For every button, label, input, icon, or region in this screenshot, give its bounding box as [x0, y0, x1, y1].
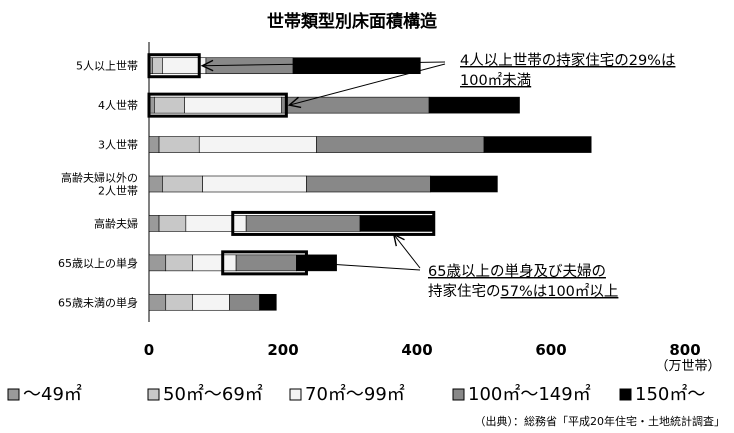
bar-segment	[184, 96, 282, 114]
arrow-line	[289, 63, 446, 106]
legend-swatch	[147, 388, 160, 401]
legend-label: 100㎡～149㎡	[468, 383, 591, 405]
bar-segment	[148, 136, 160, 153]
bar-segment	[148, 175, 163, 193]
arrow-line	[310, 262, 421, 271]
category-label: 4人世帯	[98, 99, 138, 112]
bar-segment	[316, 136, 485, 153]
bar-segment	[148, 215, 160, 232]
highlight-box	[147, 92, 288, 118]
bar-segment	[152, 57, 163, 75]
highlight-box	[221, 250, 308, 276]
bar-segment	[483, 136, 592, 153]
bar-segment	[235, 254, 297, 272]
legend-swatch	[452, 388, 465, 401]
arrow-head	[200, 59, 214, 72]
bar-segment	[162, 175, 203, 193]
bar-segment	[165, 293, 193, 311]
annotation-text: 100㎡未満	[460, 72, 531, 89]
bar-segment	[158, 215, 187, 232]
x-tick-label: 400	[401, 341, 432, 359]
bar-segment	[185, 215, 247, 232]
legend-label: 70㎡～99㎡	[305, 383, 405, 405]
arrow-line	[393, 234, 421, 269]
bar-segment	[359, 215, 435, 232]
highlight-box	[147, 53, 201, 79]
category-label: 65歳未満の単身	[58, 295, 138, 309]
arrow-line	[202, 61, 446, 67]
x-tick-labels: 0 200 400 600 800	[144, 341, 701, 359]
annotation-text: 持家住宅の57%は100㎡以上	[428, 283, 618, 300]
legend-swatch	[619, 388, 632, 401]
annotation-text: 65歳以上の単身及び夫婦の	[428, 263, 606, 280]
annotation-text: 4人以上世帯の持家住宅の29%は	[460, 52, 675, 69]
bar-segment	[281, 96, 430, 114]
category-label: 高齢夫婦以外の 2人世帯	[61, 171, 138, 198]
category-label: 3人世帯	[98, 139, 138, 152]
category-label: 5人以上世帯	[76, 60, 138, 73]
chart-title: 世帯類型別床面積構造	[267, 11, 438, 32]
bar-segment	[154, 96, 185, 114]
bar-segment	[229, 293, 260, 311]
legend-label: 50㎡～69㎡	[163, 383, 263, 405]
bar-segment	[192, 254, 237, 272]
bar-segment	[198, 136, 317, 153]
highlight-boxes	[147, 53, 436, 276]
arrow-head	[308, 257, 322, 270]
x-unit-label: （万世帯）	[655, 359, 720, 374]
bar-segment	[259, 293, 277, 311]
x-tick-label: 0	[144, 341, 154, 359]
annotation-arrows	[200, 59, 446, 271]
bar-segment	[292, 57, 421, 75]
category-label: 65歳以上の単身	[58, 256, 138, 270]
bar-segment	[306, 175, 431, 193]
bar-segment	[148, 254, 167, 272]
arrow-head	[392, 233, 405, 247]
bar-segment	[148, 293, 167, 311]
legend-swatch	[289, 388, 302, 401]
x-tick-label: 600	[535, 341, 566, 359]
legend: ～49㎡ 50㎡～69㎡ 70㎡～99㎡ 100㎡～149㎡ 150㎡～	[7, 383, 705, 405]
category-label: 高齢夫婦	[94, 216, 138, 230]
x-tick-label: 800	[669, 341, 700, 359]
x-tick-label: 200	[267, 341, 298, 359]
legend-swatch	[7, 388, 20, 401]
arrow-head	[287, 96, 302, 109]
bar-segment	[192, 293, 230, 311]
bar-segment	[165, 254, 193, 272]
legend-label: ～49㎡	[23, 383, 82, 405]
source-note: （出典）：総務省「平成20年住宅・土地統計調査」	[475, 414, 726, 428]
bar-segment	[430, 175, 498, 193]
bar-segment	[158, 136, 200, 153]
bar-segment	[245, 215, 361, 232]
legend-label: 150㎡～	[635, 383, 705, 405]
bars	[148, 57, 592, 311]
bar-segment	[202, 175, 307, 193]
highlight-box	[231, 210, 436, 236]
annotations: 4人以上世帯の持家住宅の29%は 100㎡未満 65歳以上の単身及び夫婦の持家住宅の…	[428, 52, 675, 300]
bar-segment	[428, 96, 520, 114]
